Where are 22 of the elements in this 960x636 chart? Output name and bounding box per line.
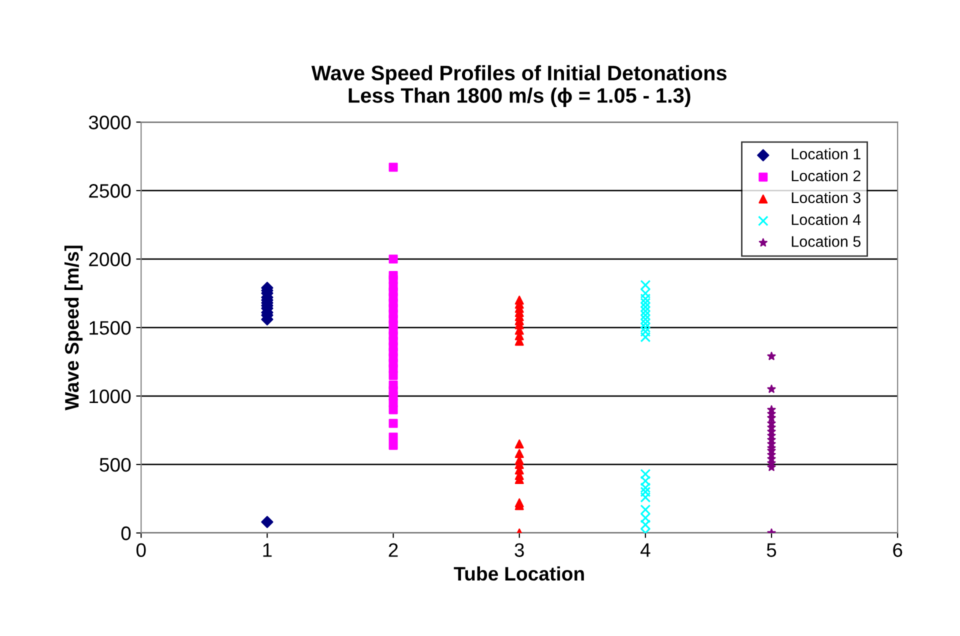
y-tick-label: 3000 bbox=[88, 116, 131, 130]
x-tick-label: 0 bbox=[136, 543, 146, 557]
y-tick-label: 1000 bbox=[90, 389, 131, 404]
legend-label: Location 5 bbox=[792, 236, 861, 247]
y-tick-label: 2500 bbox=[89, 184, 131, 198]
chart-title: Wave Speed Profiles of Initial Detonations Less Than 1800 m/s (ϕ = 1.05 - 1.3) bbox=[311, 65, 726, 107]
legend-label: Location 3 bbox=[792, 192, 860, 204]
x-tick-label: 5 bbox=[766, 543, 776, 557]
x-tick-label: 3 bbox=[514, 543, 524, 557]
legend-label: Location 1 bbox=[792, 148, 860, 160]
x-tick-label: 1 bbox=[263, 543, 272, 557]
y-tick-label: 1500 bbox=[90, 321, 131, 335]
legend-label: Location 2 bbox=[792, 170, 860, 182]
x-tick-label: 6 bbox=[893, 543, 902, 557]
y-tick-label: 500 bbox=[100, 458, 131, 472]
x-axis-title: Tube Location bbox=[454, 566, 584, 581]
y-tick-label: 2000 bbox=[89, 252, 131, 266]
x-tick-label: 4 bbox=[640, 543, 650, 557]
x-tick-label: 2 bbox=[388, 543, 398, 557]
y-tick-label: 0 bbox=[121, 526, 131, 540]
legend-label: Location 4 bbox=[792, 214, 861, 226]
y-axis-title: Wave Speed [m/s] bbox=[64, 246, 83, 410]
